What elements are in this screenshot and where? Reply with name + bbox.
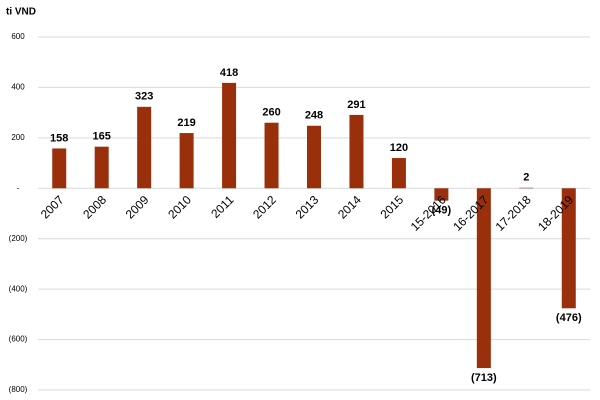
value-label: 165 — [93, 131, 111, 143]
value-label: 2 — [523, 172, 529, 184]
value-label: 260 — [262, 107, 280, 119]
bar — [179, 133, 194, 189]
y-axis-label: ti VND — [6, 7, 36, 18]
value-label: 248 — [305, 110, 323, 122]
bar — [476, 188, 491, 369]
y-tick-label: 200 — [11, 133, 25, 142]
x-tick-label: 2010 — [165, 193, 194, 222]
value-label: 219 — [177, 117, 195, 129]
x-tick-label: 2008 — [80, 193, 109, 222]
y-tick-label: (400) — [9, 284, 28, 293]
bar — [264, 122, 279, 189]
bar — [94, 146, 109, 189]
bar — [52, 148, 67, 189]
value-label: 120 — [390, 142, 408, 154]
y-tick-label: 600 — [11, 32, 25, 41]
x-tick-label: 2009 — [123, 193, 152, 222]
y-tick-label: 400 — [11, 83, 25, 92]
bar — [222, 82, 237, 189]
value-label: (713) — [471, 372, 497, 384]
y-tick-label: (600) — [9, 335, 28, 344]
x-tick-label: 2012 — [250, 193, 279, 222]
x-tick-label: 2014 — [335, 193, 364, 222]
y-tick-label: - — [17, 183, 20, 192]
x-tick-label: 2013 — [293, 193, 322, 222]
value-label: 291 — [347, 99, 365, 111]
x-tick-label: 2015 — [378, 193, 407, 222]
value-label: (476) — [556, 312, 582, 324]
value-label: 158 — [50, 132, 68, 144]
x-tick-label: 17-2018 — [493, 193, 534, 234]
value-label: (49) — [432, 205, 452, 217]
bar — [307, 125, 321, 189]
bar — [349, 114, 364, 189]
bar — [561, 188, 576, 309]
bar — [519, 187, 534, 189]
value-label: 323 — [135, 91, 153, 103]
x-tick-label: 2007 — [38, 193, 67, 222]
y-tick-label: (200) — [9, 234, 28, 243]
value-label: 418 — [220, 67, 238, 79]
bar — [434, 188, 449, 201]
bar — [391, 158, 406, 189]
bar — [137, 106, 152, 189]
y-tick-label: (800) — [9, 385, 28, 394]
x-tick-label: 2011 — [208, 193, 236, 221]
